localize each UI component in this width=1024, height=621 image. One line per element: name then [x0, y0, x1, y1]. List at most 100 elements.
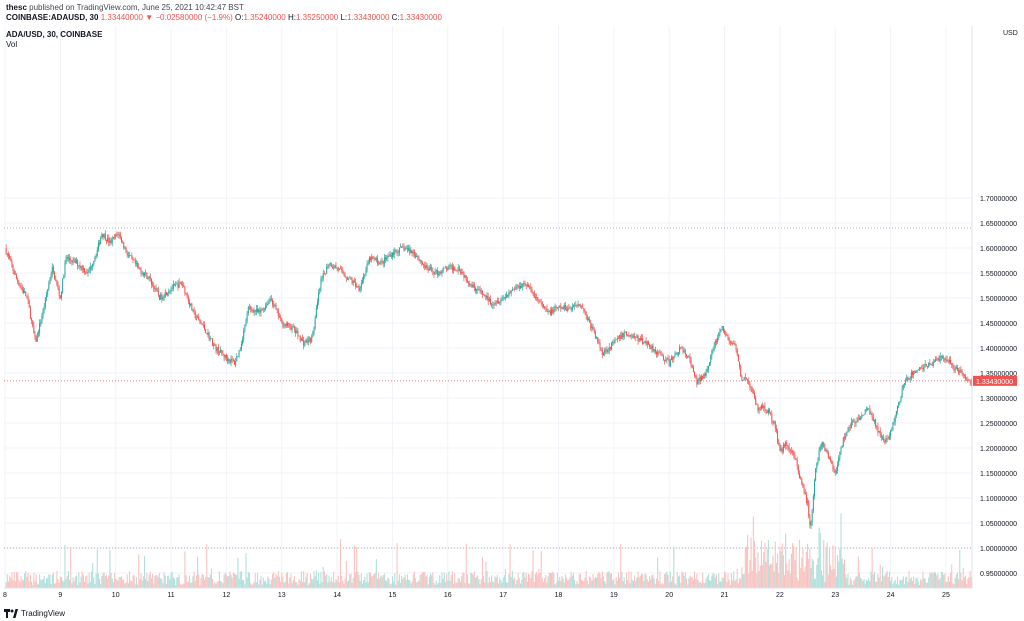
volume-bar [563, 582, 565, 588]
candle [425, 261, 427, 270]
candle [787, 444, 789, 451]
candle-body [944, 357, 946, 361]
volume-bar [440, 582, 442, 588]
volume-bar [665, 573, 667, 588]
volume-bar [155, 574, 157, 588]
candle-body [574, 305, 576, 306]
candle [831, 459, 833, 465]
candle-body [966, 379, 968, 380]
candle-body [404, 248, 406, 251]
volume-bar [669, 571, 671, 588]
candle-body [841, 446, 843, 448]
candle-body [755, 397, 757, 405]
candle [679, 344, 681, 355]
price-axis[interactable]: 1.700000001.650000001.600000001.55000000… [971, 26, 1024, 588]
volume-bar [343, 583, 345, 588]
candle-body [878, 431, 880, 433]
candle [727, 333, 729, 341]
volume-bar [553, 573, 555, 588]
candle-body [364, 274, 366, 276]
volume-bar [711, 575, 713, 588]
candle-body [363, 275, 365, 281]
candle-body [953, 367, 955, 371]
candle-body [160, 294, 162, 300]
volume-bar [259, 579, 261, 588]
candle-body [313, 327, 315, 332]
candle [962, 372, 964, 379]
candle [651, 343, 653, 353]
candle [363, 272, 365, 284]
volume-bar [659, 571, 661, 588]
candle [257, 304, 259, 313]
candle-body [735, 345, 737, 350]
volume-bar [315, 570, 317, 588]
candle-body [671, 357, 673, 361]
volume-bar [88, 572, 90, 588]
candle-body [11, 261, 13, 266]
volume-bar [353, 545, 355, 588]
candle-body [212, 338, 214, 346]
footer-brand[interactable]: TradingView [4, 607, 65, 619]
volume-bar [255, 582, 257, 588]
volume-bar [664, 574, 666, 588]
candle [227, 354, 229, 365]
candle [924, 360, 926, 368]
volume-bar [908, 571, 910, 588]
candle [159, 294, 161, 301]
candle [252, 308, 254, 313]
candle [176, 281, 178, 285]
candle [193, 306, 195, 315]
candle [451, 262, 453, 274]
volume-bar [579, 573, 581, 588]
candle [117, 231, 119, 239]
volume-bar [267, 576, 269, 588]
candle [728, 336, 730, 345]
candle [315, 304, 317, 319]
candle [941, 354, 943, 360]
candle-body [148, 276, 150, 279]
volume-bar [425, 576, 427, 588]
candle-body [459, 271, 461, 274]
volume-bar [899, 579, 901, 588]
candle [674, 351, 676, 358]
candle-body [658, 351, 660, 353]
candle [554, 303, 556, 313]
candle [634, 332, 636, 340]
volume-bar [342, 580, 344, 588]
candle-body [906, 377, 908, 381]
candle [125, 246, 127, 254]
candle [44, 296, 46, 310]
candle [885, 435, 887, 445]
volume-bar [632, 581, 635, 588]
candle [489, 295, 491, 306]
candle [444, 265, 446, 269]
volume-bar [570, 571, 572, 588]
volume-bar [489, 582, 492, 588]
candle [662, 354, 664, 361]
candle [39, 319, 41, 337]
candle-body [690, 360, 692, 366]
candle-body [764, 406, 766, 410]
candle-body [794, 454, 796, 460]
volume-bar [891, 577, 893, 588]
volume-bar [896, 576, 899, 588]
volume-bar [828, 547, 831, 588]
candle [73, 257, 75, 264]
volume-bar [474, 577, 477, 588]
candle [115, 233, 117, 240]
candle-body [206, 333, 208, 335]
volume-bar [277, 571, 279, 588]
volume-bar [602, 576, 605, 588]
volume-bar [244, 584, 246, 588]
candle-body [740, 366, 742, 377]
candle-body [366, 263, 368, 271]
time-axis[interactable]: 8 9 10 11 12 13 14 15 16 17 18 19 20 21 22 23 24 25 [3, 587, 972, 599]
candle [319, 287, 321, 295]
candle [67, 254, 69, 263]
candle-body [337, 267, 339, 271]
candle-body [760, 405, 762, 409]
volume-bar [910, 577, 912, 588]
candle [891, 427, 893, 432]
candle-body [931, 364, 933, 366]
